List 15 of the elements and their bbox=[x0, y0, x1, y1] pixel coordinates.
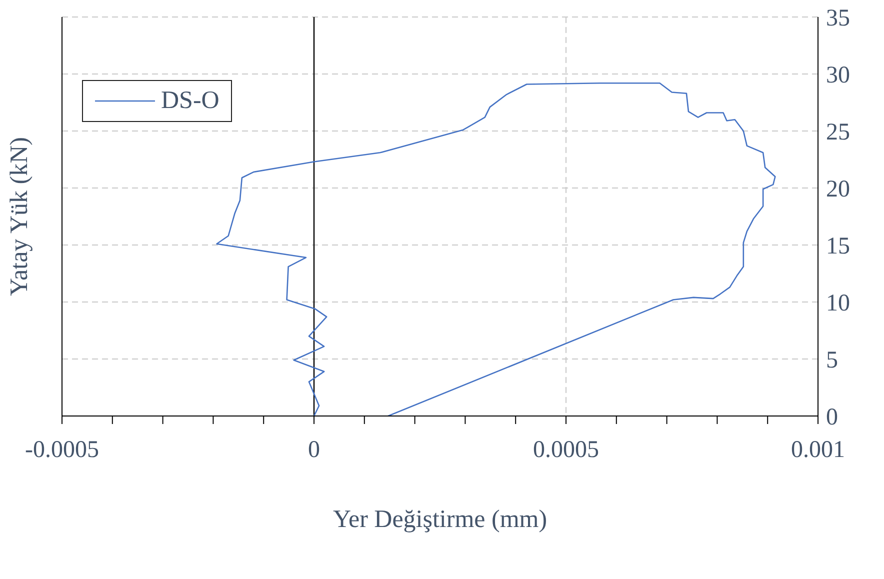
y-tick-label: 35 bbox=[826, 6, 850, 32]
y-tick-label: 15 bbox=[826, 234, 850, 260]
x-tick-label: 0.0005 bbox=[533, 437, 599, 464]
y-tick-label: 25 bbox=[826, 120, 850, 146]
x-axis-title: Yer Değiştirme (mm) bbox=[332, 506, 548, 533]
x-tick-label: 0 bbox=[308, 437, 320, 464]
x-tick-label: -0.0005 bbox=[25, 437, 99, 464]
y-tick-label: 0 bbox=[826, 404, 838, 431]
y-tick-label: 5 bbox=[826, 348, 838, 374]
y-tick-label: 20 bbox=[826, 176, 850, 203]
y-tick-label: 10 bbox=[826, 290, 850, 317]
legend-label: DS-O bbox=[161, 87, 220, 115]
y-tick-label: 30 bbox=[826, 62, 850, 89]
x-tick-label: 0.001 bbox=[791, 437, 845, 464]
y-axis-title: Yatay Yük (kN) bbox=[6, 136, 33, 296]
